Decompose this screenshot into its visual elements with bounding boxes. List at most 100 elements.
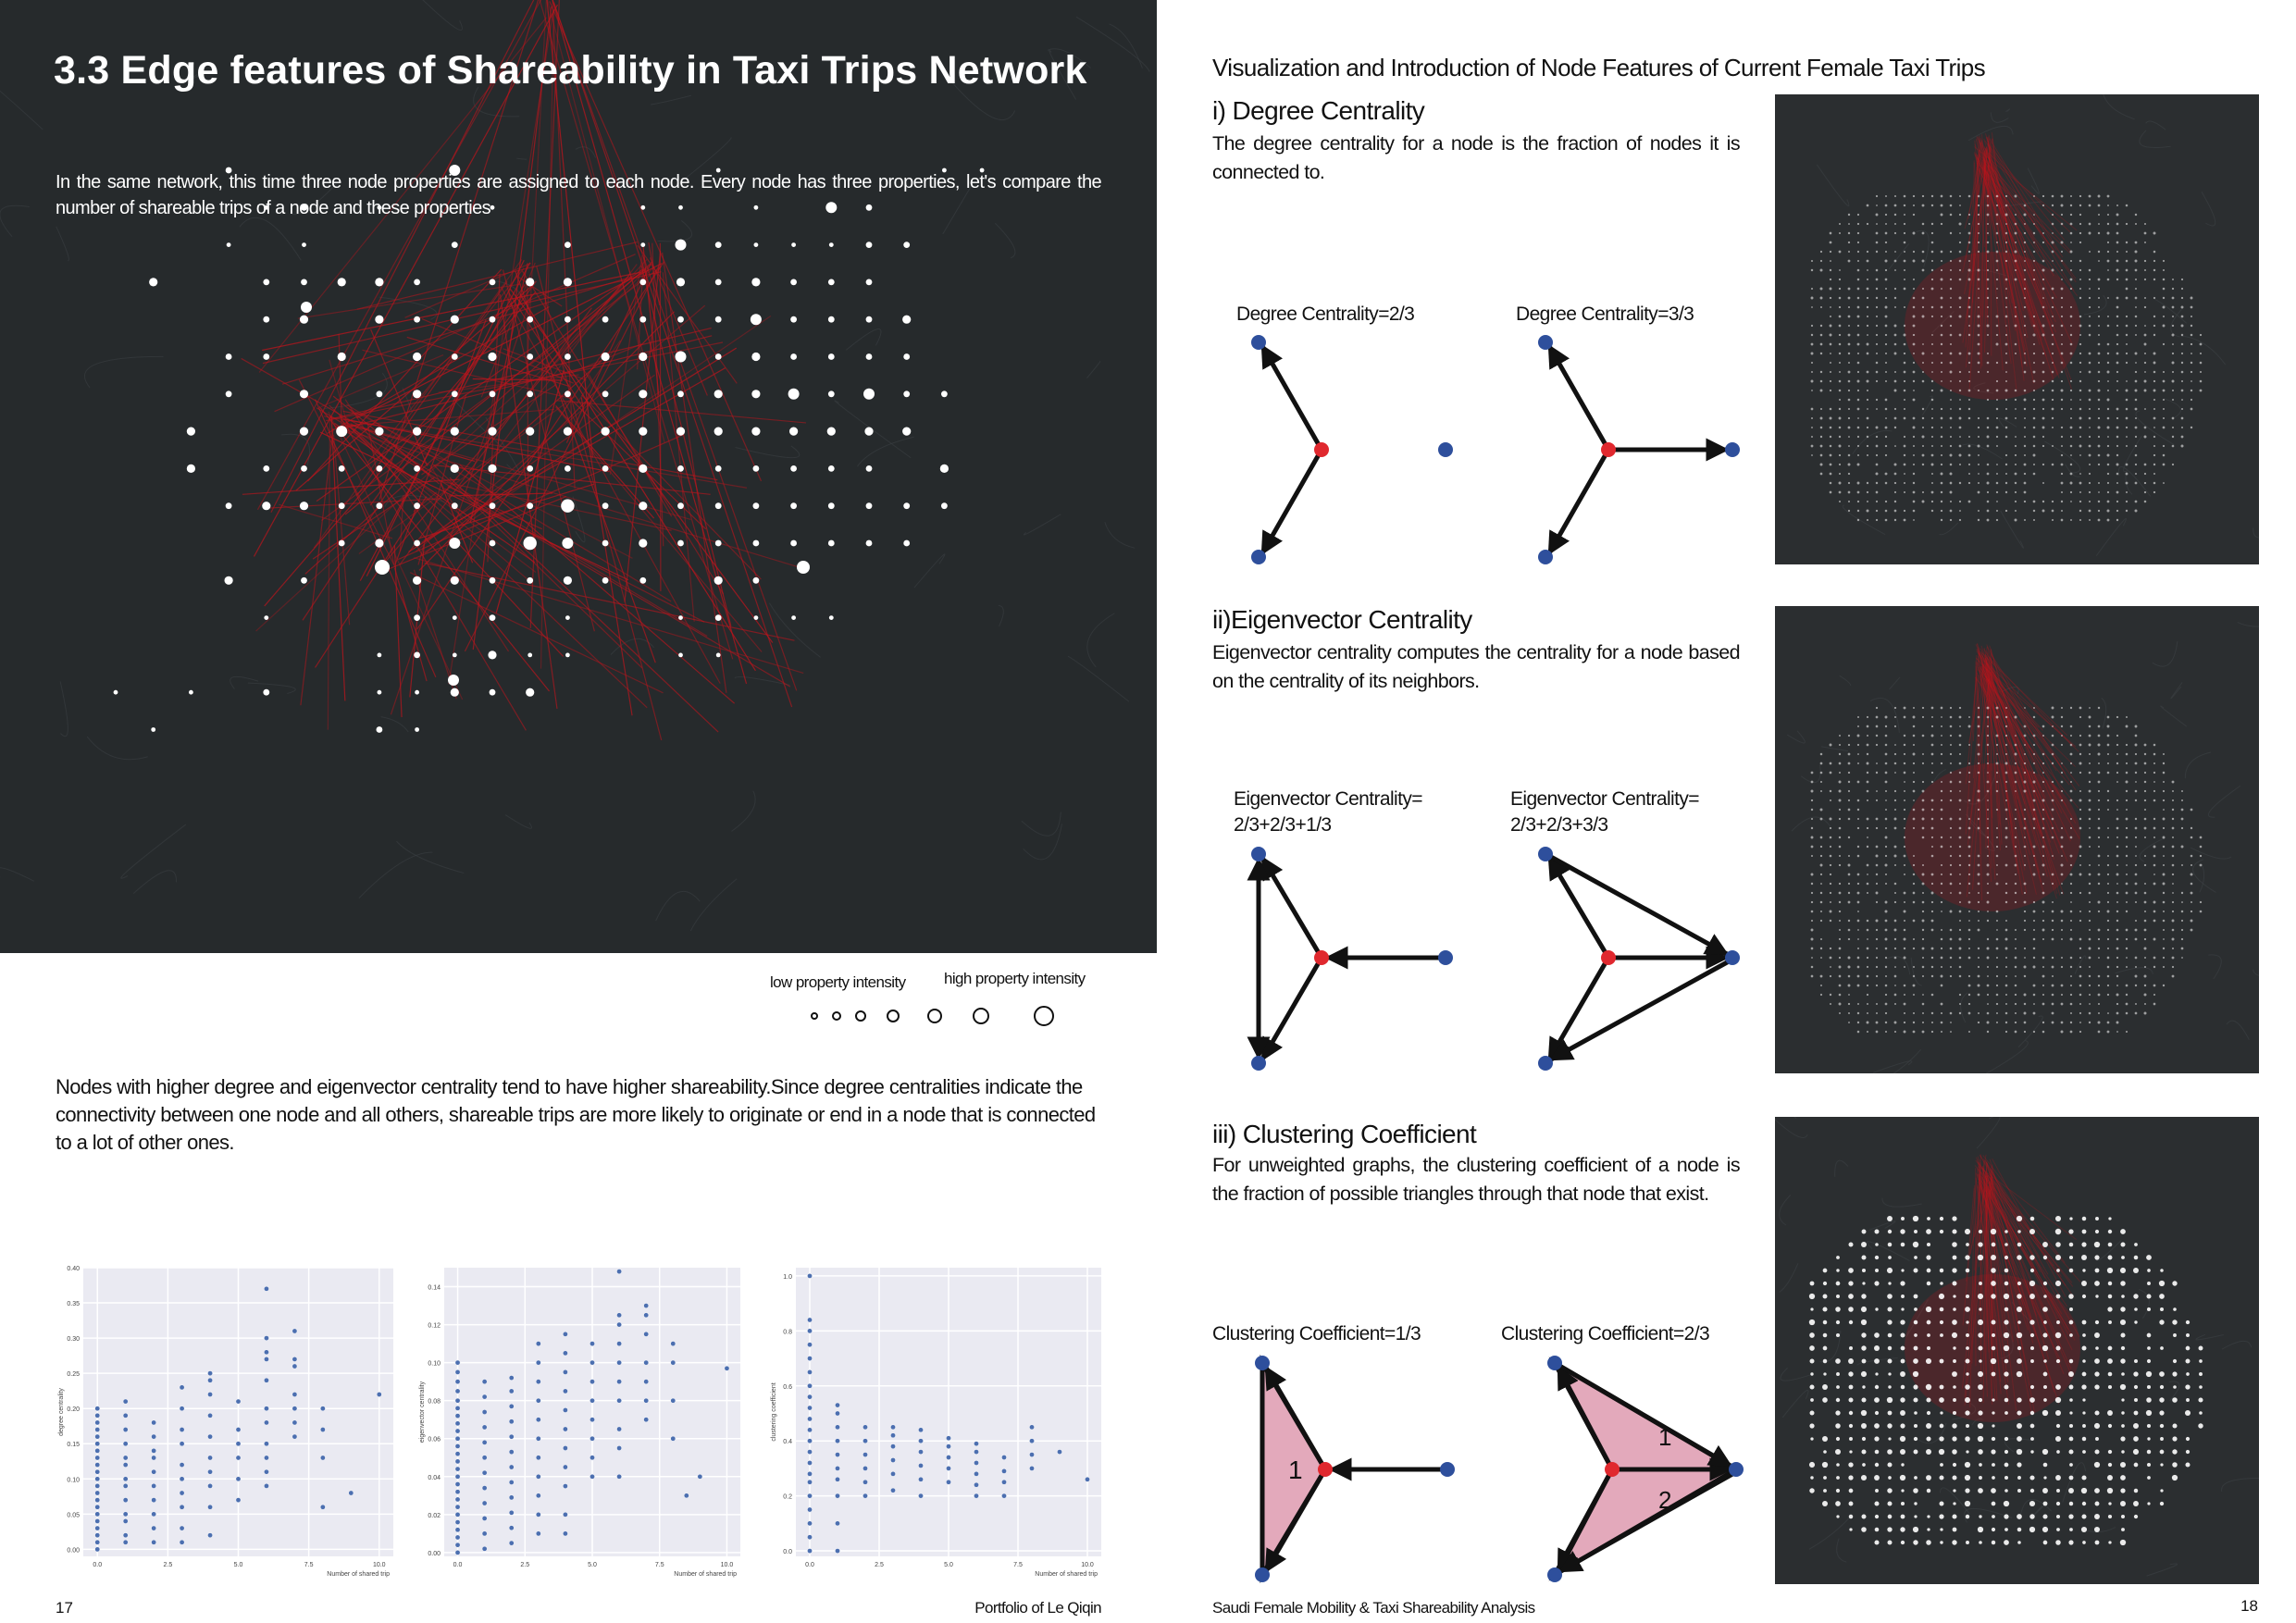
node-dot (2014, 268, 2017, 272)
node-dot (1921, 919, 1925, 923)
network-node (790, 279, 797, 286)
trip-line (242, 478, 460, 495)
node-dot (1941, 873, 1942, 875)
node-dot (2081, 1501, 2087, 1506)
node-dot (1952, 1423, 1957, 1429)
data-point (207, 1455, 213, 1461)
node-dot (2004, 1230, 2008, 1233)
node-dot (1810, 361, 1814, 365)
node-dot (1913, 994, 1915, 996)
data-point (918, 1476, 924, 1482)
node-dot (2106, 222, 2110, 226)
network-node (827, 353, 835, 360)
node-dot (1931, 482, 1933, 484)
node-dot (1810, 324, 1814, 328)
node-dot (2116, 771, 2119, 774)
node-dot (2163, 911, 2165, 912)
network-node (714, 427, 723, 436)
trip-line (472, 378, 563, 381)
data-point (508, 1375, 515, 1381)
node-dot (1968, 920, 1970, 922)
node-dot (1912, 472, 1916, 476)
data-point (508, 1540, 515, 1546)
node-dot (1856, 463, 1860, 466)
node-dot (2116, 836, 2118, 838)
node-dot (2005, 353, 2007, 354)
data-point (481, 1469, 488, 1476)
node-dot (2134, 836, 2138, 839)
node-dot (1977, 743, 1980, 747)
data-point (94, 1539, 101, 1545)
node-dot (1848, 1514, 1854, 1519)
node-dot (2069, 873, 2073, 876)
trip-line (1976, 643, 2045, 895)
node-dot (2153, 743, 2156, 747)
node-dot (2069, 481, 2073, 485)
node-dot (1986, 389, 1990, 392)
data-point (508, 1388, 515, 1394)
data-point (536, 1530, 541, 1537)
network-node (602, 390, 609, 398)
node-dot (1904, 214, 1905, 216)
node-dot (1856, 305, 1860, 309)
node-dot (2051, 204, 2054, 207)
data-point (207, 1413, 213, 1419)
node-dot (1856, 1011, 1860, 1015)
node-dot (2079, 399, 2081, 401)
node-dot (1930, 389, 1934, 392)
node-dot (1992, 1424, 1995, 1428)
x-tick-label: 2.5 (163, 1562, 172, 1568)
node-dot (2153, 956, 2156, 960)
node-dot (2032, 965, 2036, 969)
node-dot (2060, 324, 2064, 328)
node-dot (1810, 789, 1814, 793)
node-dot (1874, 1229, 1880, 1234)
node-dot (2107, 1475, 2113, 1481)
network-node (714, 316, 722, 323)
node-dot (2106, 389, 2110, 392)
node-dot (2052, 362, 2054, 364)
node-dot (1995, 259, 1999, 263)
trip-line (1978, 1165, 2077, 1240)
node-dot (1949, 873, 1953, 876)
trip-line (340, 335, 713, 430)
node-dot (2147, 1346, 2151, 1350)
node-dot (2146, 1307, 2152, 1312)
terrain-line (2195, 1333, 2224, 1341)
node-dot (1930, 854, 1934, 858)
node-dot (2145, 1409, 2153, 1417)
trip-line (1990, 650, 2058, 895)
trip-line (1975, 138, 2027, 352)
node-dot (1893, 863, 1897, 867)
node-dot (1964, 1228, 1971, 1235)
node-dot (2134, 928, 2138, 932)
data-point (616, 1379, 622, 1384)
node-dot (1958, 389, 1962, 392)
node-dot (2190, 342, 2193, 346)
node-dot (1822, 1358, 1828, 1364)
data-point (454, 1466, 461, 1472)
node-dot (2032, 342, 2036, 346)
node-dot (2162, 324, 2166, 328)
trip-line (1984, 133, 2072, 390)
node-dot (2125, 780, 2128, 784)
node-dot (2014, 762, 2017, 765)
network-node (791, 242, 796, 247)
node-dot (2023, 891, 2027, 895)
node-dot (1819, 854, 1823, 858)
node-dot (1967, 231, 1971, 235)
node-dot (2056, 1269, 2060, 1272)
node-dot (1991, 1319, 1996, 1325)
node-dot (1884, 1021, 1888, 1024)
node-dot (2079, 799, 2082, 802)
network-node (676, 278, 686, 287)
trip-line (1966, 677, 1990, 898)
node-dot (2060, 928, 2064, 932)
node-dot (2015, 510, 2017, 512)
node-dot (2097, 389, 2101, 392)
node-dot (2079, 473, 2081, 475)
node-dot (2180, 444, 2184, 448)
node-dot (1940, 481, 1943, 485)
node-dot (1903, 752, 1906, 756)
node-dot (1912, 743, 1916, 747)
